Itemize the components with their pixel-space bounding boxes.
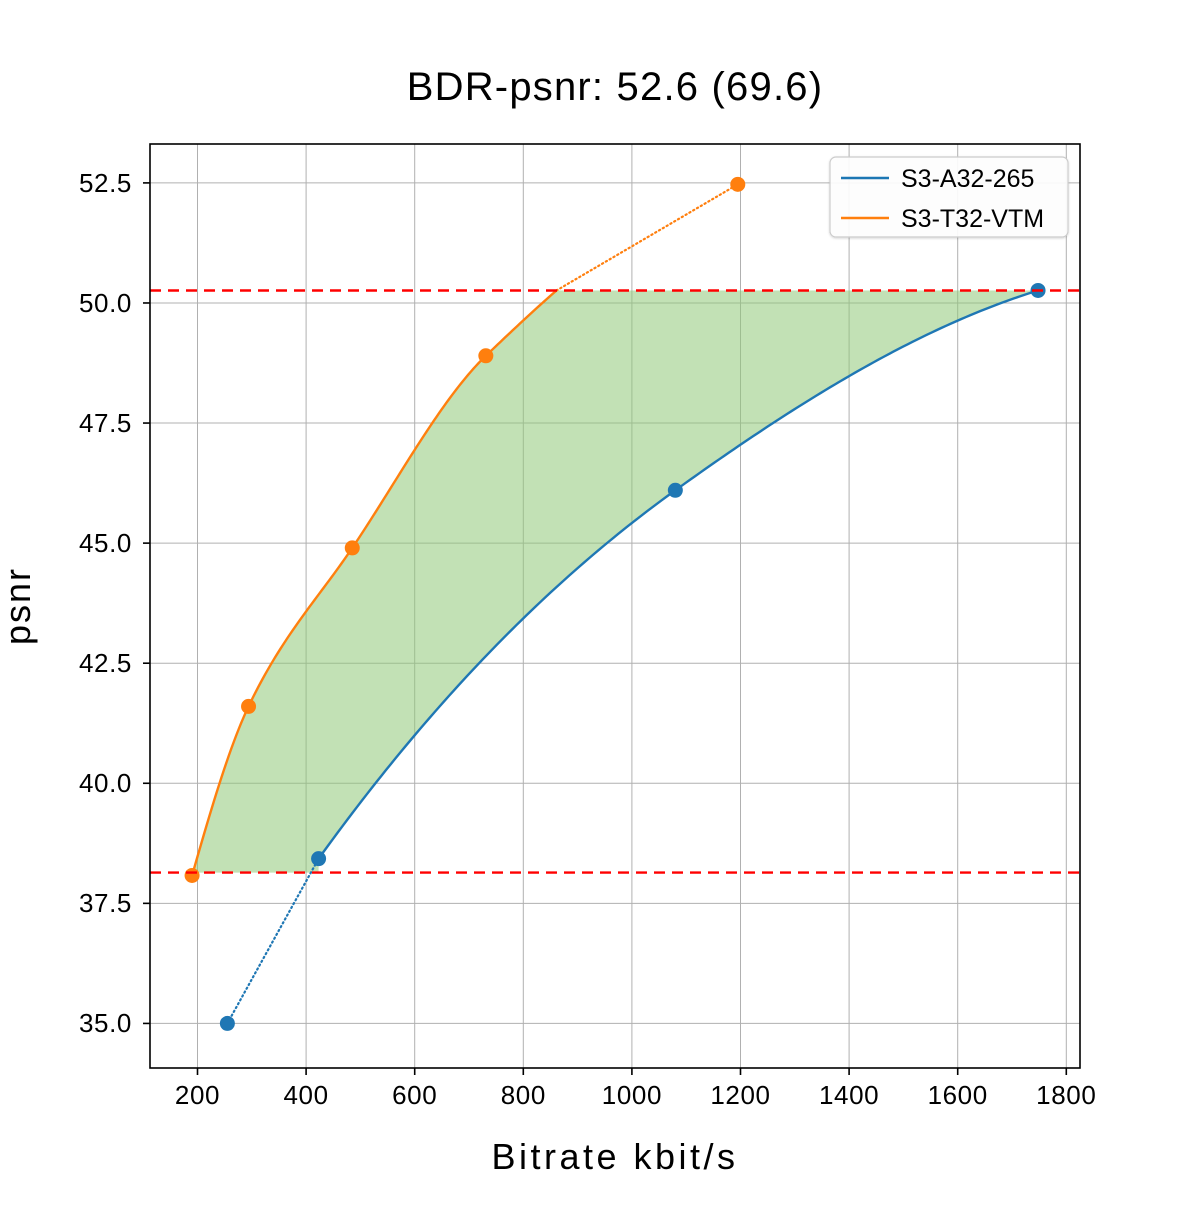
svg-text:42.5: 42.5 bbox=[79, 648, 132, 678]
svg-text:S3-T32-VTM: S3-T32-VTM bbox=[901, 205, 1044, 233]
svg-text:BDR-psnr: 52.6 (69.6): BDR-psnr: 52.6 (69.6) bbox=[407, 65, 823, 109]
svg-text:S3-A32-265: S3-A32-265 bbox=[901, 165, 1034, 193]
svg-text:47.5: 47.5 bbox=[79, 408, 132, 438]
svg-text:1400: 1400 bbox=[819, 1080, 879, 1110]
svg-text:Bitrate kbit/s: Bitrate kbit/s bbox=[491, 1136, 738, 1177]
svg-text:600: 600 bbox=[392, 1080, 437, 1110]
svg-text:800: 800 bbox=[501, 1080, 546, 1110]
svg-text:35.0: 35.0 bbox=[79, 1008, 132, 1038]
svg-text:52.5: 52.5 bbox=[79, 168, 132, 198]
svg-text:1000: 1000 bbox=[602, 1080, 662, 1110]
svg-text:1600: 1600 bbox=[928, 1080, 988, 1110]
svg-text:200: 200 bbox=[175, 1080, 220, 1110]
svg-text:45.0: 45.0 bbox=[79, 528, 132, 558]
svg-text:psnr: psnr bbox=[0, 567, 38, 645]
svg-text:37.5: 37.5 bbox=[79, 888, 132, 918]
svg-text:400: 400 bbox=[284, 1080, 329, 1110]
svg-text:1800: 1800 bbox=[1036, 1080, 1096, 1110]
svg-text:1200: 1200 bbox=[710, 1080, 770, 1110]
svg-text:40.0: 40.0 bbox=[79, 768, 132, 798]
svg-text:50.0: 50.0 bbox=[79, 288, 132, 318]
